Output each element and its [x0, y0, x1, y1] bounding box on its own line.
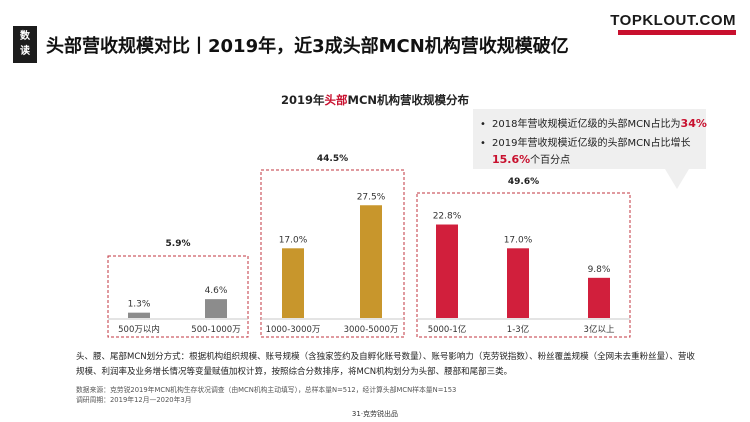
callout-bullet-1: •: [480, 119, 486, 130]
brand-logo: TOPKLOUT.COM: [610, 12, 736, 35]
bar-value-label-4: 27.5%: [357, 192, 386, 202]
bar-value-label-6: 17.0%: [504, 235, 533, 245]
tag-char-1: 数: [20, 31, 30, 42]
source-line-2: 调研周期：2019年12月—2020年3月: [76, 396, 192, 404]
bar-value-label-5: 22.8%: [433, 212, 462, 222]
callout-line-1-text: 2018年营收规模近亿级的头部MCN占比为: [492, 119, 681, 130]
category-label-4: 3000-5000万: [344, 325, 399, 335]
group-box-3: [416, 192, 631, 338]
bar-value-label-7: 9.8%: [588, 265, 611, 275]
bar-6: [507, 248, 529, 318]
bar-3: [282, 248, 304, 318]
callout-line-3-text: 个百分点: [530, 155, 571, 166]
bar-7: [588, 277, 610, 318]
category-label-3: 1000-3000万: [266, 325, 321, 335]
callout-bullet-2: •: [480, 138, 486, 149]
category-label-2: 500-1000万: [191, 325, 240, 335]
section-tag: 数 读: [13, 26, 37, 63]
callout-line-1-value: 34%: [680, 117, 707, 130]
callout-pointer: [665, 169, 689, 189]
callout-line-2-text: 2019年营收规模近亿级的头部MCN占比增长: [492, 138, 691, 149]
callout-line-3-value: 15.6%: [492, 153, 531, 166]
chart-title-suffix: MCN机构营收规模分布: [347, 93, 470, 107]
logo-text: TOPKLOUT.COM: [610, 12, 736, 29]
chart-title-prefix: 2019年: [280, 93, 325, 107]
group-box-1: [107, 255, 249, 338]
category-label-5: 5000-1亿: [428, 324, 467, 335]
logo-bar: [618, 30, 736, 35]
bar-1: [128, 312, 150, 318]
bar-2: [205, 299, 227, 318]
category-label-6: 1-3亿: [507, 324, 529, 335]
group-total-label-3: 49.6%: [508, 177, 539, 187]
source-line-1: 数据来源：克劳锐2019年MCN机构生存状况调查（由MCN机构主动填写），总样本…: [76, 386, 457, 394]
category-label-1: 500万以内: [118, 324, 160, 335]
page-title: 头部营收规模对比丨2019年，近3成头部MCN机构营收规模破亿: [46, 36, 569, 57]
callout-box: [473, 109, 706, 169]
category-label-7: 3亿以上: [584, 324, 615, 335]
bar-value-label-2: 4.6%: [205, 286, 228, 296]
group-total-label-1: 5.9%: [166, 239, 191, 249]
callout-line-1: • 2018年营收规模近亿级的头部MCN占比为34%: [480, 115, 707, 130]
page-footer: 31·克劳锐出品: [351, 410, 399, 418]
group-total-label-2: 44.5%: [317, 154, 348, 164]
callout-line-3: 15.6%个百分点: [492, 151, 570, 166]
chart-title: 2019年头部MCN机构营收规模分布: [0, 92, 750, 108]
group-box-2: [260, 169, 405, 338]
chart-title-highlight: 头部: [324, 93, 348, 107]
source-block: 数据来源：克劳锐2019年MCN机构生存状况调查（由MCN机构主动填写），总样本…: [76, 385, 716, 405]
bar-value-label-3: 17.0%: [279, 235, 308, 245]
bar-5: [436, 224, 458, 318]
callout-line-2: • 2019年营收规模近亿级的头部MCN占比增长: [480, 134, 691, 149]
tag-char-2: 读: [20, 46, 30, 57]
bar-value-label-1: 1.3%: [128, 300, 151, 310]
methodology-note: 头、腰、尾部MCN划分方式：根据机构组织规模、账号规模（含独家签约及自孵化账号数…: [76, 352, 695, 377]
bar-4: [360, 205, 382, 318]
